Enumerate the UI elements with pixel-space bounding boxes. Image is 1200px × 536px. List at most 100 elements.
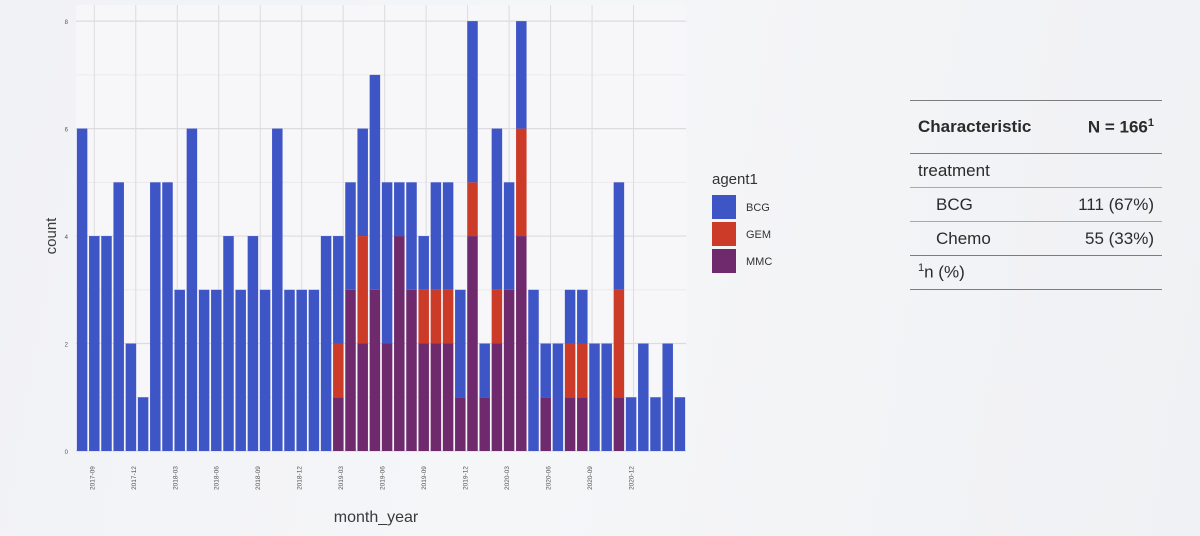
bar-segment-mmc [369,289,381,451]
row-value: 111 (67%) [1078,194,1154,214]
bar-segment-bcg [650,397,661,451]
bar-segment-mmc [357,343,368,451]
bar-segment-bcg [320,236,332,451]
row-label: BCG [936,194,973,214]
bar-segment-gem [613,289,625,398]
bar-segment-gem [418,289,429,344]
footnote: 1n (%) [918,262,965,283]
bar-segment-bcg [467,21,478,183]
legend-title: agent1 [712,171,758,188]
bar-segment-mmc [381,343,393,451]
legend-key-gem [712,222,736,246]
summary-table: Characteristic N = 1661 treatment BCG 11… [910,100,1162,290]
bar-segment-bcg [528,289,539,451]
row-value: 55 (33%) [1085,228,1154,248]
bar-segment-gem [357,236,368,344]
bar-segment-bcg [613,182,625,290]
y-tick-label: 6 [65,128,69,134]
bars [76,21,686,451]
x-tick-label: 2018-03 [172,466,179,490]
bar-segment-bcg [186,128,198,451]
bar-segment-bcg [137,397,149,451]
bar-segment-bcg [625,397,637,451]
x-tick-label: 2018-09 [255,466,262,490]
bar-segment-mmc [491,343,503,451]
bar-segment-bcg [552,343,564,451]
bar-segment-bcg [211,289,222,451]
bar-segment-bcg [540,343,551,398]
legend-label: BCG [746,202,770,214]
bar-segment-bcg [333,236,344,344]
footnote-row: 1n (%) [910,256,1162,289]
bar-segment-gem [577,343,588,398]
x-tick-label: 2020-06 [546,466,553,490]
bar-segment-bcg [601,343,612,451]
bar-segment-bcg [418,236,429,290]
footnote-text: n (%) [924,262,965,282]
bar-segment-mmc [577,397,588,451]
footnote-mark: 1 [918,262,925,275]
bar-segment-bcg [150,182,161,451]
bar-segment-mmc [345,289,356,451]
bar-segment-bcg [345,182,356,290]
bar-segment-bcg [674,397,686,451]
bar-segment-bcg [662,343,673,451]
bar-segment-bcg [406,182,417,290]
bar-segment-mmc [503,289,515,451]
group-label: treatment [918,160,990,180]
bar-segment-bcg [198,289,210,451]
bar-segment-mmc [479,397,490,451]
x-tick-label: 2019-12 [463,466,470,490]
n-header-footnote-mark: 1 [1147,116,1154,129]
bar-segment-bcg [101,236,112,451]
legend-label: GEM [746,229,771,241]
x-tick-label: 2018-06 [214,466,221,490]
legend-label: MMC [746,256,772,268]
bar-segment-mmc [333,397,344,451]
bar-segment-bcg [638,343,649,451]
bar-segment-bcg [479,343,490,398]
bar-segment-bcg [381,182,393,344]
axis-ticks: 0 2 4 6 8 2017-09 2017-12 2018-03 2018-06 2018-09… [65,20,636,490]
x-axis-title: month_year [334,509,419,526]
bar-segment-bcg [577,289,588,344]
bar-segment-mmc [564,397,576,451]
legend: agent1 BCG GEM MMC [712,171,772,273]
bar-segment-bcg [357,128,368,237]
bar-segment-bcg [308,289,320,451]
bar-segment-bcg [430,182,442,290]
bar-segment-bcg [235,289,246,451]
bar-segment-gem [442,289,454,344]
bar-segment-mmc [467,236,478,451]
bar-segment-mmc [394,236,405,451]
y-axis-title: count [43,217,60,255]
bar-segment-bcg [76,128,88,451]
bar-segment-bcg [162,182,173,451]
bar-segment-mmc [406,289,417,451]
n-header: N = 1661 [1088,117,1154,138]
bar-segment-bcg [516,21,527,129]
bar-segment-mmc [613,397,625,451]
bar-segment-bcg [125,343,137,451]
bar-segment-gem [491,289,503,344]
bar-segment-bcg [259,289,271,451]
bar-segment-bcg [589,343,600,451]
bar-segment-gem [333,343,344,398]
x-tick-label: 2020-12 [629,466,636,490]
x-tick-label: 2020-09 [587,466,594,490]
bar-segment-bcg [174,289,185,451]
table-header-row: Characteristic N = 1661 [910,101,1162,153]
y-tick-label: 2 [65,343,69,349]
bar-segment-bcg [394,182,405,237]
bar-segment-bcg [296,289,307,451]
bar-segment-mmc [442,343,454,451]
bar-segment-mmc [540,397,551,451]
bar-segment-bcg [113,182,124,451]
y-tick-label: 4 [65,235,69,241]
x-tick-label: 2017-09 [89,466,96,490]
table-row: Chemo 55 (33%) [910,222,1162,255]
x-tick-label: 2019-09 [421,466,428,490]
bar-segment-gem [430,289,442,344]
bar-segment-bcg [272,128,283,451]
